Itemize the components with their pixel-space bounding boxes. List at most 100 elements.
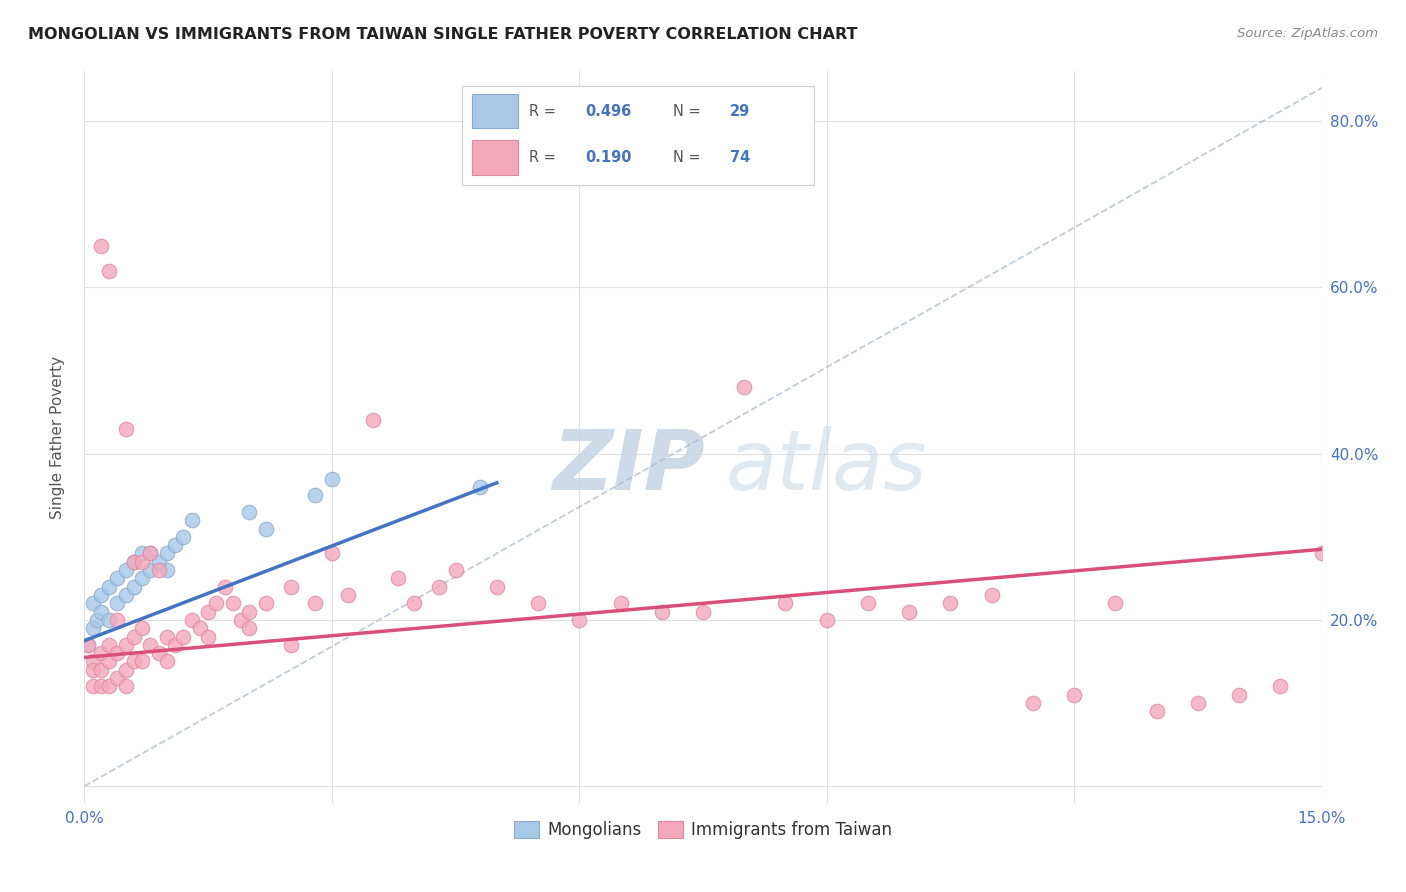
Point: [205, 596, 228, 610]
Point: [1146, 705, 1168, 719]
Point: [361, 413, 384, 427]
Point: [122, 555, 145, 569]
Point: [122, 580, 145, 594]
Point: [105, 596, 128, 610]
Point: [1270, 680, 1292, 694]
Point: [427, 580, 450, 594]
Point: [98, 264, 121, 278]
Point: [172, 630, 194, 644]
Point: [1227, 688, 1250, 702]
Point: [470, 480, 492, 494]
Point: [98, 638, 121, 652]
Point: [148, 563, 170, 577]
Point: [82, 680, 104, 694]
Point: [122, 655, 145, 669]
Point: [90, 588, 112, 602]
Point: [105, 671, 128, 685]
Point: [82, 621, 104, 635]
Point: [337, 588, 360, 602]
Point: [98, 655, 121, 669]
Point: [114, 638, 136, 652]
Point: [82, 655, 104, 669]
Point: [733, 380, 755, 394]
Point: [139, 563, 162, 577]
Point: [90, 663, 112, 677]
Point: [568, 613, 591, 627]
Point: [131, 655, 153, 669]
Point: [229, 613, 252, 627]
Point: [238, 605, 260, 619]
Point: [321, 472, 343, 486]
Point: [238, 505, 260, 519]
Point: [131, 621, 153, 635]
Point: [1310, 546, 1333, 560]
Point: [148, 555, 170, 569]
Point: [139, 638, 162, 652]
Point: [775, 596, 797, 610]
Point: [122, 630, 145, 644]
Point: [114, 422, 136, 436]
Point: [156, 655, 179, 669]
Point: [1187, 696, 1209, 710]
Point: [898, 605, 921, 619]
Point: [90, 646, 112, 660]
Point: [180, 613, 202, 627]
Point: [692, 605, 714, 619]
Point: [304, 488, 326, 502]
Point: [86, 613, 108, 627]
Point: [139, 546, 162, 560]
Point: [1022, 696, 1045, 710]
Point: [485, 580, 508, 594]
Point: [444, 563, 467, 577]
Point: [98, 613, 121, 627]
Point: [197, 630, 219, 644]
Point: [98, 680, 121, 694]
Point: [77, 638, 100, 652]
Point: [387, 571, 409, 585]
Text: MONGOLIAN VS IMMIGRANTS FROM TAIWAN SINGLE FATHER POVERTY CORRELATION CHART: MONGOLIAN VS IMMIGRANTS FROM TAIWAN SING…: [28, 27, 858, 42]
Point: [122, 555, 145, 569]
Point: [321, 546, 343, 560]
Point: [139, 546, 162, 560]
Text: atlas: atlas: [725, 425, 928, 507]
Point: [82, 596, 104, 610]
Point: [172, 530, 194, 544]
Point: [156, 546, 179, 560]
Point: [404, 596, 426, 610]
Point: [1104, 596, 1126, 610]
Point: [214, 580, 236, 594]
Point: [180, 513, 202, 527]
Point: [254, 596, 277, 610]
Point: [131, 546, 153, 560]
Point: [238, 621, 260, 635]
Point: [609, 596, 631, 610]
Point: [304, 596, 326, 610]
Point: [90, 680, 112, 694]
Point: [77, 638, 100, 652]
Point: [188, 621, 211, 635]
Point: [165, 638, 187, 652]
Point: [939, 596, 962, 610]
Y-axis label: Single Father Poverty: Single Father Poverty: [51, 356, 65, 518]
Point: [105, 613, 128, 627]
Point: [651, 605, 673, 619]
Point: [114, 663, 136, 677]
Point: [165, 538, 187, 552]
Point: [105, 571, 128, 585]
Point: [131, 571, 153, 585]
Point: [156, 563, 179, 577]
Point: [280, 638, 302, 652]
Text: ZIP: ZIP: [553, 425, 704, 507]
Legend: Mongolians, Immigrants from Taiwan: Mongolians, Immigrants from Taiwan: [508, 814, 898, 846]
Point: [280, 580, 302, 594]
Point: [114, 588, 136, 602]
Point: [1063, 688, 1085, 702]
Point: [82, 663, 104, 677]
Point: [980, 588, 1002, 602]
Point: [856, 596, 879, 610]
Text: Source: ZipAtlas.com: Source: ZipAtlas.com: [1237, 27, 1378, 40]
Point: [90, 605, 112, 619]
Point: [114, 680, 136, 694]
Point: [105, 646, 128, 660]
Point: [222, 596, 245, 610]
